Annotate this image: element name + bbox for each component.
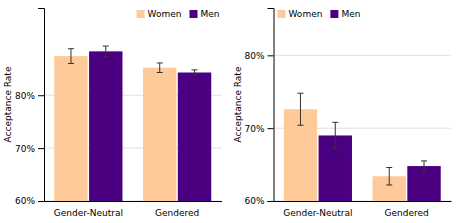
legend-label: Men bbox=[200, 9, 219, 19]
series bbox=[54, 49, 176, 201]
y-tick: 60% bbox=[15, 196, 44, 206]
y-tick-label: 70% bbox=[244, 124, 264, 134]
panel: 60% 70% 80% Gender-Neutral Gendered Acceptanc… bbox=[233, 9, 452, 223]
error-line bbox=[105, 46, 106, 57]
error-cap bbox=[157, 62, 163, 63]
error-line bbox=[159, 63, 160, 73]
error-cap bbox=[68, 63, 74, 64]
y-axis-title: Acceptance Rate bbox=[233, 66, 243, 142]
legend-item: Men bbox=[189, 9, 219, 19]
error-cap bbox=[297, 93, 303, 94]
legend-item: Women bbox=[137, 9, 182, 19]
marks bbox=[54, 46, 211, 201]
error-cap bbox=[332, 148, 338, 149]
legend-swatch bbox=[330, 10, 338, 18]
legend-label: Women bbox=[148, 9, 182, 19]
error-bar bbox=[386, 167, 392, 184]
marks bbox=[284, 93, 441, 201]
error-cap bbox=[192, 69, 198, 70]
legend-swatch bbox=[278, 10, 286, 18]
series bbox=[284, 93, 406, 201]
error-cap bbox=[68, 48, 74, 49]
y-axis-title: Acceptance Rate bbox=[3, 66, 13, 142]
x-axis: Gender-Neutral Gendered bbox=[45, 202, 223, 219]
y-axis-line bbox=[268, 9, 275, 202]
y-tick-mark bbox=[268, 201, 274, 202]
y-tick-label: 60% bbox=[244, 196, 264, 206]
error-cap bbox=[103, 56, 109, 57]
y-tick-label: 60% bbox=[15, 196, 35, 206]
y-tick: 80% bbox=[244, 51, 273, 61]
error-line bbox=[389, 167, 390, 184]
y-tick-label: 80% bbox=[244, 51, 264, 61]
x-tick-label: Gender-Neutral bbox=[54, 208, 123, 218]
y-tick: 80% bbox=[15, 91, 44, 101]
legend-swatch bbox=[137, 10, 145, 18]
bar bbox=[407, 166, 440, 201]
x-tick: Gendered bbox=[155, 208, 199, 218]
y-tick: 70% bbox=[244, 124, 273, 134]
error-cap bbox=[421, 171, 427, 172]
bar bbox=[89, 51, 122, 201]
error-bar bbox=[192, 70, 198, 75]
x-tick-label: Gender-Neutral bbox=[283, 208, 352, 218]
legend-label: Men bbox=[341, 9, 360, 19]
error-cap bbox=[157, 72, 163, 73]
y-tick-mark bbox=[38, 95, 44, 96]
y-tick: 70% bbox=[15, 144, 44, 154]
series bbox=[89, 46, 211, 201]
error-cap bbox=[386, 167, 392, 168]
error-line bbox=[424, 161, 425, 171]
x-axis-line bbox=[274, 201, 452, 202]
bar bbox=[178, 73, 211, 201]
legend-item: Women bbox=[278, 9, 323, 19]
error-cap bbox=[332, 122, 338, 123]
x-tick: Gender-Neutral bbox=[54, 208, 123, 218]
legend: Women Men bbox=[278, 9, 361, 19]
x-axis: Gender-Neutral Gendered bbox=[274, 202, 452, 219]
x-axis-line bbox=[45, 201, 223, 202]
panel: 60% 70% 80% Gender-Neutral Gendered Acceptanc… bbox=[3, 9, 222, 223]
error-line bbox=[194, 70, 195, 75]
error-bar bbox=[332, 122, 338, 148]
x-tick: Gendered bbox=[385, 208, 429, 218]
y-axis: 60% 70% 80% bbox=[15, 9, 45, 207]
series bbox=[319, 122, 441, 201]
y-tick: 60% bbox=[244, 196, 273, 206]
grid-line bbox=[274, 55, 452, 56]
y-tick-label: 80% bbox=[15, 91, 35, 101]
error-cap bbox=[386, 184, 392, 185]
error-line bbox=[70, 49, 71, 64]
y-tick-label: 70% bbox=[15, 144, 35, 154]
y-tick-mark bbox=[38, 201, 44, 202]
chart: 60% 70% 80% Gender-Neutral Gendered Acceptanc… bbox=[0, 0, 459, 223]
error-bar bbox=[68, 49, 74, 64]
y-tick-mark bbox=[268, 55, 274, 56]
error-cap bbox=[297, 125, 303, 126]
error-cap bbox=[192, 75, 198, 76]
error-bar bbox=[103, 46, 109, 57]
y-tick-mark bbox=[38, 148, 44, 149]
legend-label: Women bbox=[289, 9, 323, 19]
error-bar bbox=[421, 161, 427, 171]
error-cap bbox=[103, 46, 109, 47]
x-tick: Gender-Neutral bbox=[283, 208, 352, 218]
x-tick-label: Gendered bbox=[155, 208, 199, 218]
y-tick-mark bbox=[268, 128, 274, 129]
error-line bbox=[300, 93, 301, 125]
bar bbox=[54, 56, 87, 201]
legend: Women Men bbox=[137, 9, 220, 19]
legend-item: Men bbox=[330, 9, 360, 19]
error-bar bbox=[297, 93, 303, 125]
error-bar bbox=[157, 63, 163, 73]
legend-swatch bbox=[189, 10, 197, 18]
y-axis-line bbox=[38, 9, 45, 202]
error-cap bbox=[421, 160, 427, 161]
error-line bbox=[335, 122, 336, 148]
y-axis: 60% 70% 80% bbox=[244, 9, 274, 207]
bar bbox=[143, 68, 176, 201]
x-tick-label: Gendered bbox=[385, 208, 429, 218]
